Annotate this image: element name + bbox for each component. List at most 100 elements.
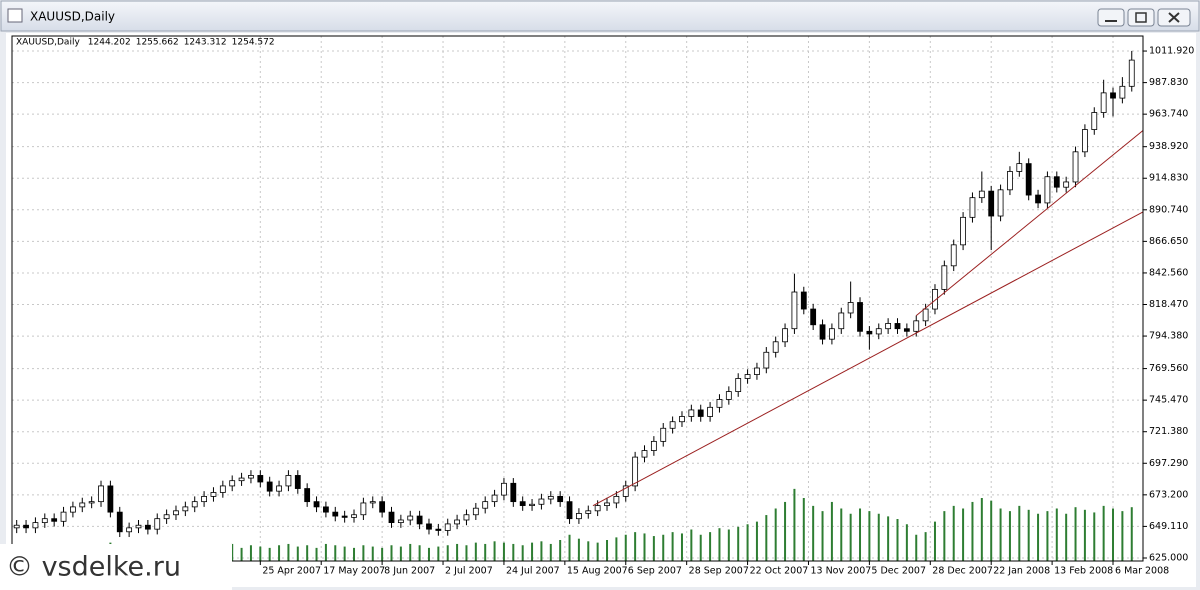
- candle-body: [547, 496, 554, 500]
- candle-body: [41, 518, 48, 524]
- candle-body: [725, 391, 732, 400]
- candle-body: [416, 515, 423, 525]
- y-tick-label: 625.000: [1149, 552, 1188, 563]
- plot-border: [11, 35, 1144, 562]
- candle-body: [679, 416, 685, 423]
- plot-area: [12, 36, 1144, 561]
- restore-glyph: [1135, 12, 1147, 23]
- candle-body: [238, 477, 245, 482]
- y-tick-label: 963.740: [1149, 109, 1188, 120]
- candle-body: [304, 488, 311, 503]
- candle-body: [875, 328, 882, 335]
- candle-body: [941, 265, 948, 290]
- x-tick-label: 13 Feb 2008: [1054, 566, 1113, 577]
- candle-body: [960, 216, 966, 246]
- candle-body: [60, 511, 67, 522]
- y-tick-label: 890.740: [1149, 204, 1188, 215]
- candle-body: [360, 502, 367, 516]
- candle-body: [463, 514, 470, 521]
- candle-body: [1007, 171, 1013, 191]
- candle-body: [1053, 176, 1060, 188]
- candle-body: [510, 482, 517, 503]
- x-tick-label: 13 Nov 2007: [810, 566, 871, 577]
- candle-body: [688, 409, 695, 417]
- window-buttons[interactable]: [1097, 8, 1191, 27]
- x-tick-label: 25 Apr 2007: [262, 566, 321, 577]
- candle-body: [32, 522, 39, 529]
- x-tick-label: 28 Dec 2007: [932, 566, 993, 577]
- x-tick-label: 8 Jun 2007: [384, 566, 435, 577]
- candle-body: [454, 519, 460, 525]
- y-tick-label: 673.200: [1149, 489, 1188, 500]
- candle-body: [426, 523, 432, 530]
- candle-body: [219, 485, 226, 493]
- candle-body: [472, 507, 479, 516]
- minimize-button[interactable]: [1097, 8, 1125, 27]
- y-tick-label: 842.560: [1149, 267, 1188, 278]
- candle-body: [641, 450, 648, 458]
- candle-body: [88, 501, 95, 504]
- candle-body: [379, 501, 386, 513]
- candle-body: [435, 528, 442, 531]
- candle-body: [932, 288, 938, 310]
- candle-body: [819, 324, 826, 340]
- ohlc-value: 1244.202: [88, 38, 131, 48]
- candle-body: [847, 302, 854, 314]
- candle-body: [838, 312, 845, 330]
- candle-body: [163, 514, 170, 520]
- symbol-label: XAUUSD,Daily: [16, 38, 80, 48]
- candle-body: [257, 475, 264, 483]
- candle-body: [397, 519, 404, 524]
- watermark-text: © vsdelke.ru: [6, 552, 181, 583]
- candle-body: [744, 374, 751, 379]
- y-tick-label: 745.470: [1149, 395, 1188, 406]
- y-tick-label: 1011.920: [1149, 46, 1194, 57]
- candle-body: [1044, 176, 1051, 204]
- candle-body: [482, 501, 489, 509]
- candle-body: [1063, 181, 1070, 188]
- candle-body: [707, 406, 713, 417]
- candle-body: [285, 475, 292, 487]
- candle-body: [323, 506, 329, 513]
- x-tick-label: 2 Jul 2007: [445, 566, 493, 577]
- candle-body: [566, 501, 573, 520]
- candle-body: [735, 378, 742, 392]
- candle-body: [669, 421, 676, 429]
- candle-body: [857, 302, 863, 332]
- candle-body: [313, 501, 320, 508]
- candle-body: [885, 323, 892, 330]
- candle-body: [248, 475, 254, 479]
- candle-body: [660, 427, 667, 442]
- candle-body: [23, 524, 29, 529]
- trend-line: [592, 211, 1144, 507]
- x-tick-label: 28 Sep 2007: [689, 566, 749, 577]
- candle-body: [1091, 112, 1098, 130]
- close-glyph: [1168, 12, 1180, 23]
- candle-body: [622, 485, 629, 497]
- ohlc-value: 1255.662: [136, 38, 179, 48]
- x-tick-label: 6 Sep 2007: [628, 566, 682, 577]
- candle-body: [70, 506, 76, 513]
- y-tick-label: 987.830: [1149, 77, 1188, 88]
- candle-body: [1082, 129, 1088, 153]
- y-tick-label: 794.380: [1149, 331, 1188, 342]
- candle-body: [294, 475, 301, 489]
- x-tick-label: 24 Jul 2007: [506, 566, 560, 577]
- x-tick-label: 22 Oct 2007: [750, 566, 809, 577]
- y-tick-label: 866.650: [1149, 236, 1188, 247]
- candle-body: [632, 456, 639, 487]
- chart-background: [6, 33, 1196, 587]
- candle-body: [538, 498, 545, 505]
- candle-body: [229, 480, 236, 487]
- candle-body: [173, 510, 179, 516]
- candle-body: [491, 494, 498, 503]
- x-tick-label: 15 Aug 2007: [567, 566, 628, 577]
- candle-body: [716, 399, 723, 408]
- candle-body: [1119, 85, 1126, 99]
- candle-body: [1016, 163, 1023, 172]
- candle-body: [922, 308, 929, 322]
- restore-button[interactable]: [1127, 8, 1155, 27]
- candle-body: [501, 482, 507, 496]
- candle-body: [126, 527, 133, 533]
